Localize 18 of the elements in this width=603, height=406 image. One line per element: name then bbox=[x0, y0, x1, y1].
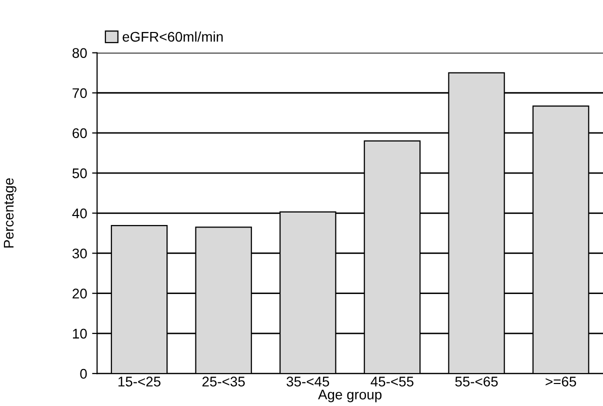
y-tick-label: 50 bbox=[72, 168, 87, 178]
x-tick-label: 35-<45 bbox=[286, 376, 330, 386]
x-tick-label: 25-<35 bbox=[202, 376, 245, 386]
x-tick-label: >=65 bbox=[546, 376, 576, 386]
y-axis-title: Percentage bbox=[4, 178, 16, 248]
y-tick-label: 0 bbox=[80, 368, 87, 379]
y-tick-label: 10 bbox=[72, 328, 87, 339]
x-tick-label: 45-<55 bbox=[370, 376, 414, 386]
y-tick-label: 70 bbox=[72, 88, 87, 98]
y-tick-label: 80 bbox=[72, 48, 87, 58]
x-tick-label: 55-<65 bbox=[455, 376, 498, 386]
y-tick-label: 60 bbox=[72, 128, 87, 138]
y-tick-label: 20 bbox=[72, 288, 87, 299]
legend-label: eGFR<60ml/min bbox=[122, 32, 223, 42]
x-axis-title: Age group bbox=[318, 390, 382, 402]
y-tick-label: 30 bbox=[72, 248, 87, 258]
y-tick-label: 40 bbox=[72, 208, 87, 218]
x-tick-label: 15-<25 bbox=[118, 376, 160, 386]
